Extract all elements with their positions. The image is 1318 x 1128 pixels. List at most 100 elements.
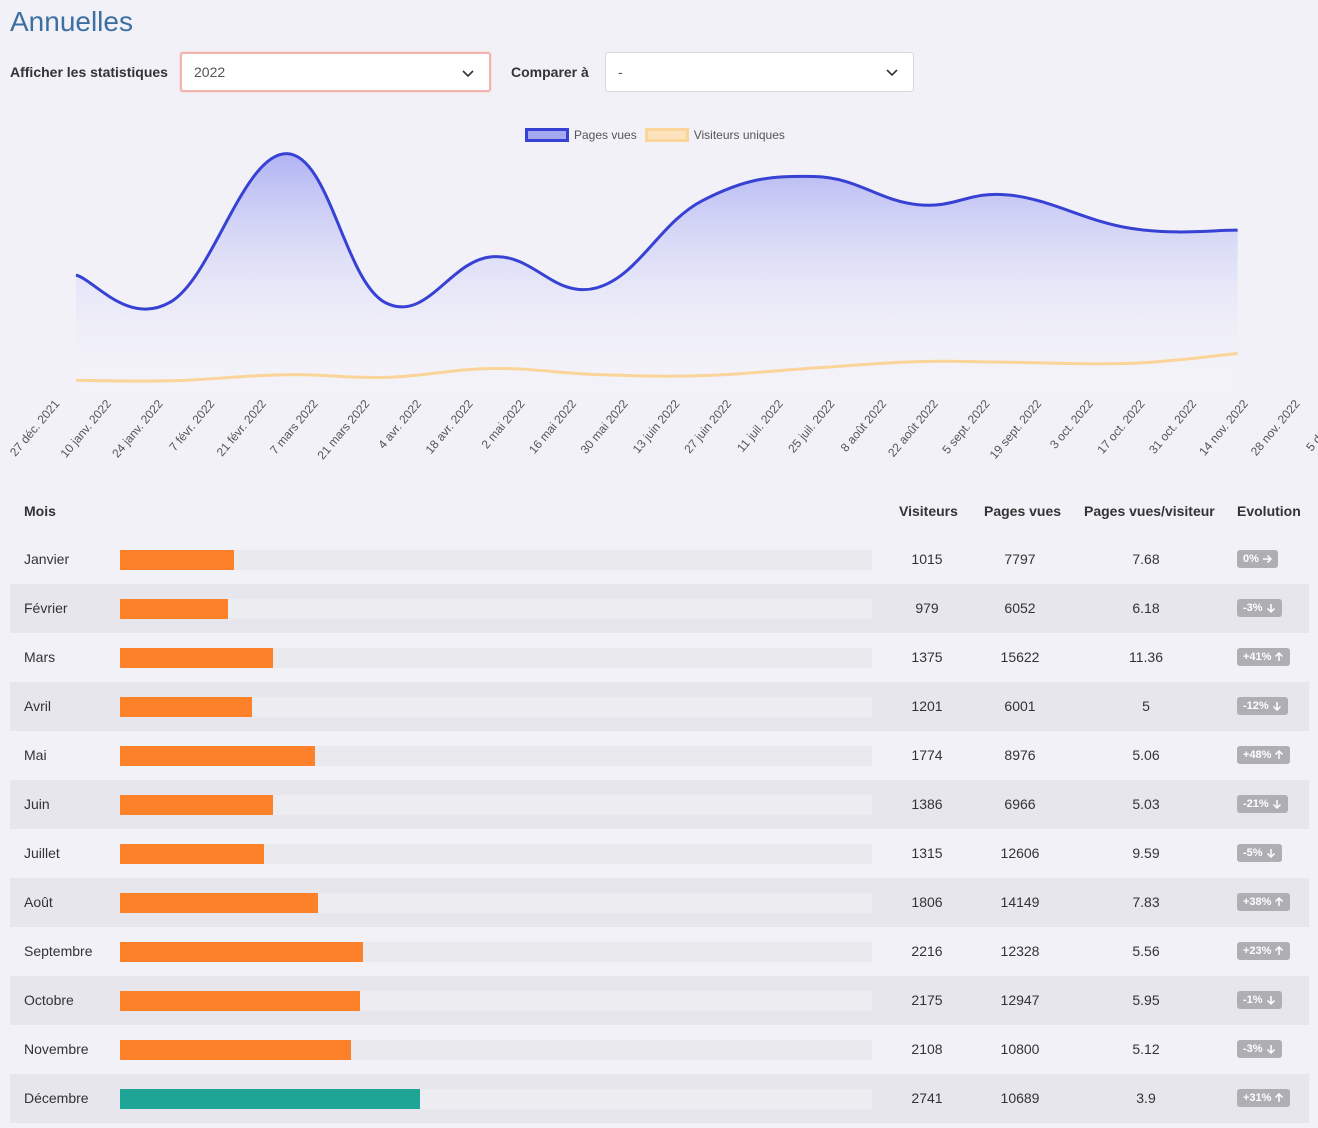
visitors-value: 1806 <box>911 894 943 910</box>
visiteurs-uniques-point[interactable] <box>70 374 82 386</box>
month-label: Avril <box>24 698 51 714</box>
x-tick-label: 4 avr. 2022 <box>375 397 424 452</box>
visitors-bar-fill <box>120 746 315 766</box>
visitors-bar-fill <box>120 697 253 717</box>
evolution-badge: +38% <box>1237 893 1291 911</box>
ratio-value: 5.03 <box>1132 796 1160 812</box>
visiteurs-uniques-point[interactable] <box>912 356 924 368</box>
pages-vues-point[interactable] <box>590 282 602 294</box>
visitors-bar-fill <box>120 991 360 1011</box>
pages-vues-area <box>76 153 1238 396</box>
pages-vues-point[interactable] <box>281 148 293 160</box>
table-row: Avril 1201 6001 5 -12% <box>10 682 1309 731</box>
pages-vues-point[interactable] <box>808 170 820 182</box>
x-tick-label: 7 févr. 2022 <box>166 397 217 454</box>
visitors-value: 1774 <box>911 747 943 763</box>
compare-select[interactable]: - <box>605 52 914 92</box>
month-label: Juillet <box>24 845 60 861</box>
visitors-value: 2175 <box>911 992 943 1008</box>
pages-value: 6001 <box>1004 698 1036 714</box>
evolution-badge: 0% <box>1237 550 1278 568</box>
pages-vues-point[interactable] <box>70 269 82 281</box>
arrow-right-icon <box>1262 554 1272 564</box>
visiteurs-uniques-point[interactable] <box>1004 356 1016 368</box>
visitors-value: 1201 <box>911 698 943 714</box>
visitors-value: 1315 <box>911 845 943 861</box>
x-tick-label: 17 oct. 2022 <box>1094 397 1147 457</box>
pages-vues-point[interactable] <box>1232 224 1244 236</box>
month-label: Mai <box>24 747 47 763</box>
x-tick-label: 5 sept. 2022 <box>939 397 992 457</box>
pages-vues-point[interactable] <box>380 297 392 309</box>
evolution-value: 0% <box>1243 553 1259 565</box>
month-label: Décembre <box>24 1090 89 1106</box>
ratio-value: 5.95 <box>1132 992 1160 1008</box>
visiteurs-uniques-point[interactable] <box>281 369 293 381</box>
x-tick-label: 25 juil. 2022 <box>785 397 838 456</box>
ratio-value: 9.59 <box>1132 845 1160 861</box>
month-label: Janvier <box>24 551 70 567</box>
evolution-value: +48% <box>1243 749 1272 761</box>
month-label: Mars <box>24 649 56 665</box>
month-label: Juin <box>24 796 50 812</box>
table-row: Septembre 2216 12328 5.56 +23% <box>10 927 1309 976</box>
pages-vues-point[interactable] <box>486 251 498 263</box>
pages-value: 8976 <box>1004 747 1036 763</box>
visitors-bar-fill <box>120 844 264 864</box>
x-tick-label: 10 janv. 2022 <box>58 397 115 461</box>
pages-value: 6052 <box>1004 600 1036 616</box>
compare-label: Comparer à <box>511 64 589 80</box>
x-tick-label: 5 déc. 2022 <box>1303 397 1318 454</box>
x-tick-label: 21 févr. 2022 <box>214 397 270 459</box>
ratio-value: 5.12 <box>1132 1041 1160 1057</box>
visiteurs-uniques-line <box>75 352 1238 383</box>
visiteurs-uniques-point[interactable] <box>1232 347 1244 359</box>
arrow-down-icon <box>1272 702 1281 711</box>
x-tick-label: 28 nov. 2022 <box>1248 397 1303 459</box>
compare-select-value: - <box>618 64 623 80</box>
evolution-value: -3% <box>1243 1043 1263 1055</box>
year-select[interactable]: 2022 <box>180 52 491 92</box>
evolution-badge: +48% <box>1237 746 1291 764</box>
column-header-visitors: Visiteurs <box>899 503 958 519</box>
ratio-value: 5.06 <box>1132 747 1160 763</box>
visitors-bar-track <box>120 697 872 717</box>
visiteurs-uniques-point[interactable] <box>697 370 709 382</box>
legend-item-pages[interactable]: Pages vues <box>525 128 637 142</box>
pages-vues-point[interactable] <box>912 199 924 211</box>
evolution-value: -1% <box>1243 994 1263 1006</box>
pages-value: 7797 <box>1004 551 1036 567</box>
visiteurs-uniques-point[interactable] <box>380 371 392 383</box>
visitors-bar-track <box>120 648 872 668</box>
visitors-bar-track <box>120 893 872 913</box>
pages-value: 6966 <box>1004 796 1036 812</box>
visiteurs-uniques-point[interactable] <box>486 362 498 374</box>
month-label: Novembre <box>24 1041 89 1057</box>
visitors-value: 1375 <box>911 649 943 665</box>
pages-value: 12606 <box>1000 845 1040 861</box>
visiteurs-uniques-point[interactable] <box>1125 357 1137 369</box>
arrow-up-icon <box>1275 652 1284 661</box>
x-tick-label: 27 juin 2022 <box>681 397 734 456</box>
x-tick-label: 24 janv. 2022 <box>109 397 166 461</box>
visitors-bar-fill <box>120 550 235 570</box>
pages-vues-point[interactable] <box>697 194 709 206</box>
column-header-ratio: Pages vues/visiteur <box>1084 503 1215 519</box>
evolution-badge: -21% <box>1237 795 1288 813</box>
x-tick-label: 3 oct. 2022 <box>1047 397 1096 452</box>
ratio-value: 5.56 <box>1132 943 1160 959</box>
column-header-pages: Pages vues <box>984 503 1062 519</box>
visiteurs-uniques-point[interactable] <box>164 375 176 387</box>
visiteurs-uniques-point[interactable] <box>590 368 602 380</box>
table-row: Janvier 1015 7797 7.68 0% <box>10 535 1309 584</box>
visiteurs-uniques-point[interactable] <box>808 362 820 374</box>
pages-vues-point[interactable] <box>164 296 176 308</box>
ratio-value: 5 <box>1142 698 1150 714</box>
pages-value: 14149 <box>1000 894 1040 910</box>
legend-item-visitors[interactable]: Visiteurs uniques <box>644 128 785 142</box>
x-tick-label: 2 mai 2022 <box>479 397 528 452</box>
visitors-bar-fill <box>120 942 363 962</box>
pages-vues-point[interactable] <box>1125 222 1137 234</box>
pages-vues-point[interactable] <box>1004 189 1016 201</box>
